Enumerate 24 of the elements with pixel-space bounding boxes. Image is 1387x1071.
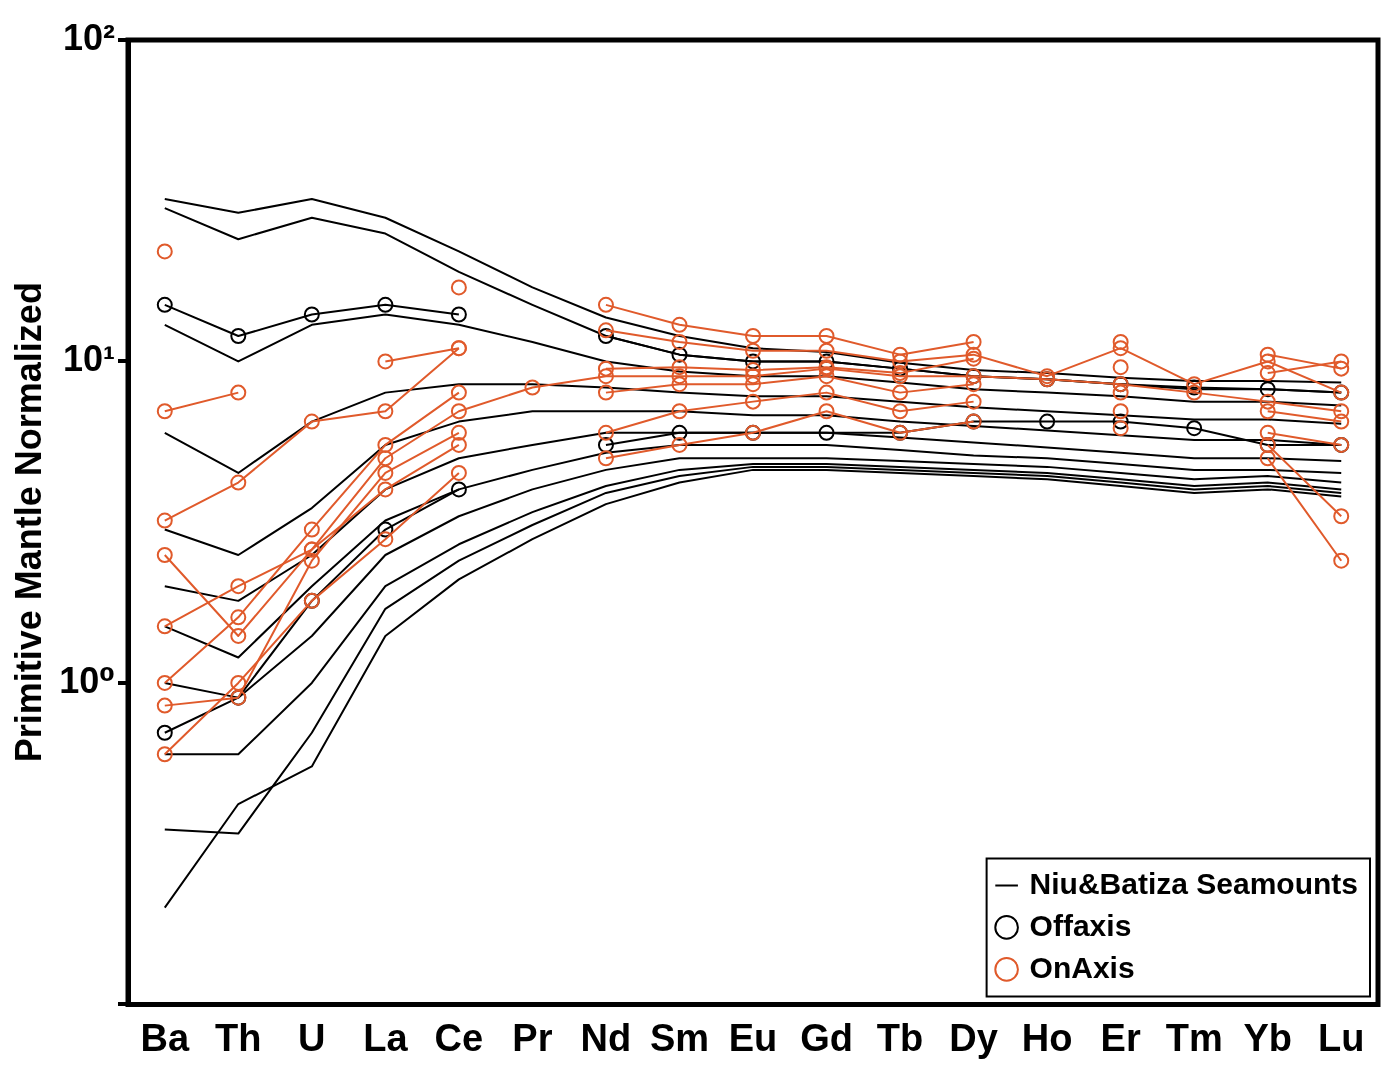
x-tick-label: Pr: [512, 1016, 553, 1059]
x-tick-label: La: [363, 1016, 409, 1059]
y-tick-label: 10²: [62, 16, 116, 58]
y-axis-title: Primitive Mantle Normalized: [7, 282, 49, 763]
y-tick-label: 10⁰: [59, 659, 116, 701]
x-tick-label: Gd: [800, 1016, 853, 1059]
legend-label: OnAxis: [1029, 950, 1135, 984]
y-tick-label: 10¹: [62, 338, 116, 380]
x-tick-label: Tm: [1165, 1016, 1223, 1059]
x-tick-label: Tb: [876, 1016, 924, 1059]
x-tick-label: Er: [1100, 1016, 1141, 1059]
x-tick-label: Yb: [1243, 1016, 1292, 1059]
legend-label: Offaxis: [1029, 908, 1132, 942]
x-tick-label: Nd: [580, 1016, 632, 1059]
x-tick-label: Lu: [1318, 1016, 1365, 1059]
x-tick-label: Ce: [434, 1016, 484, 1059]
x-tick-label: Sm: [649, 1016, 710, 1059]
x-tick-label: U: [298, 1016, 326, 1059]
x-tick-label: Th: [215, 1016, 262, 1059]
x-tick-label: Dy: [949, 1016, 998, 1059]
x-tick-label: Ba: [140, 1016, 190, 1059]
legend-label: Niu&Batiza Seamounts: [1029, 866, 1358, 900]
x-tick-label: Eu: [728, 1016, 778, 1059]
x-tick-label: Ho: [1021, 1016, 1073, 1059]
